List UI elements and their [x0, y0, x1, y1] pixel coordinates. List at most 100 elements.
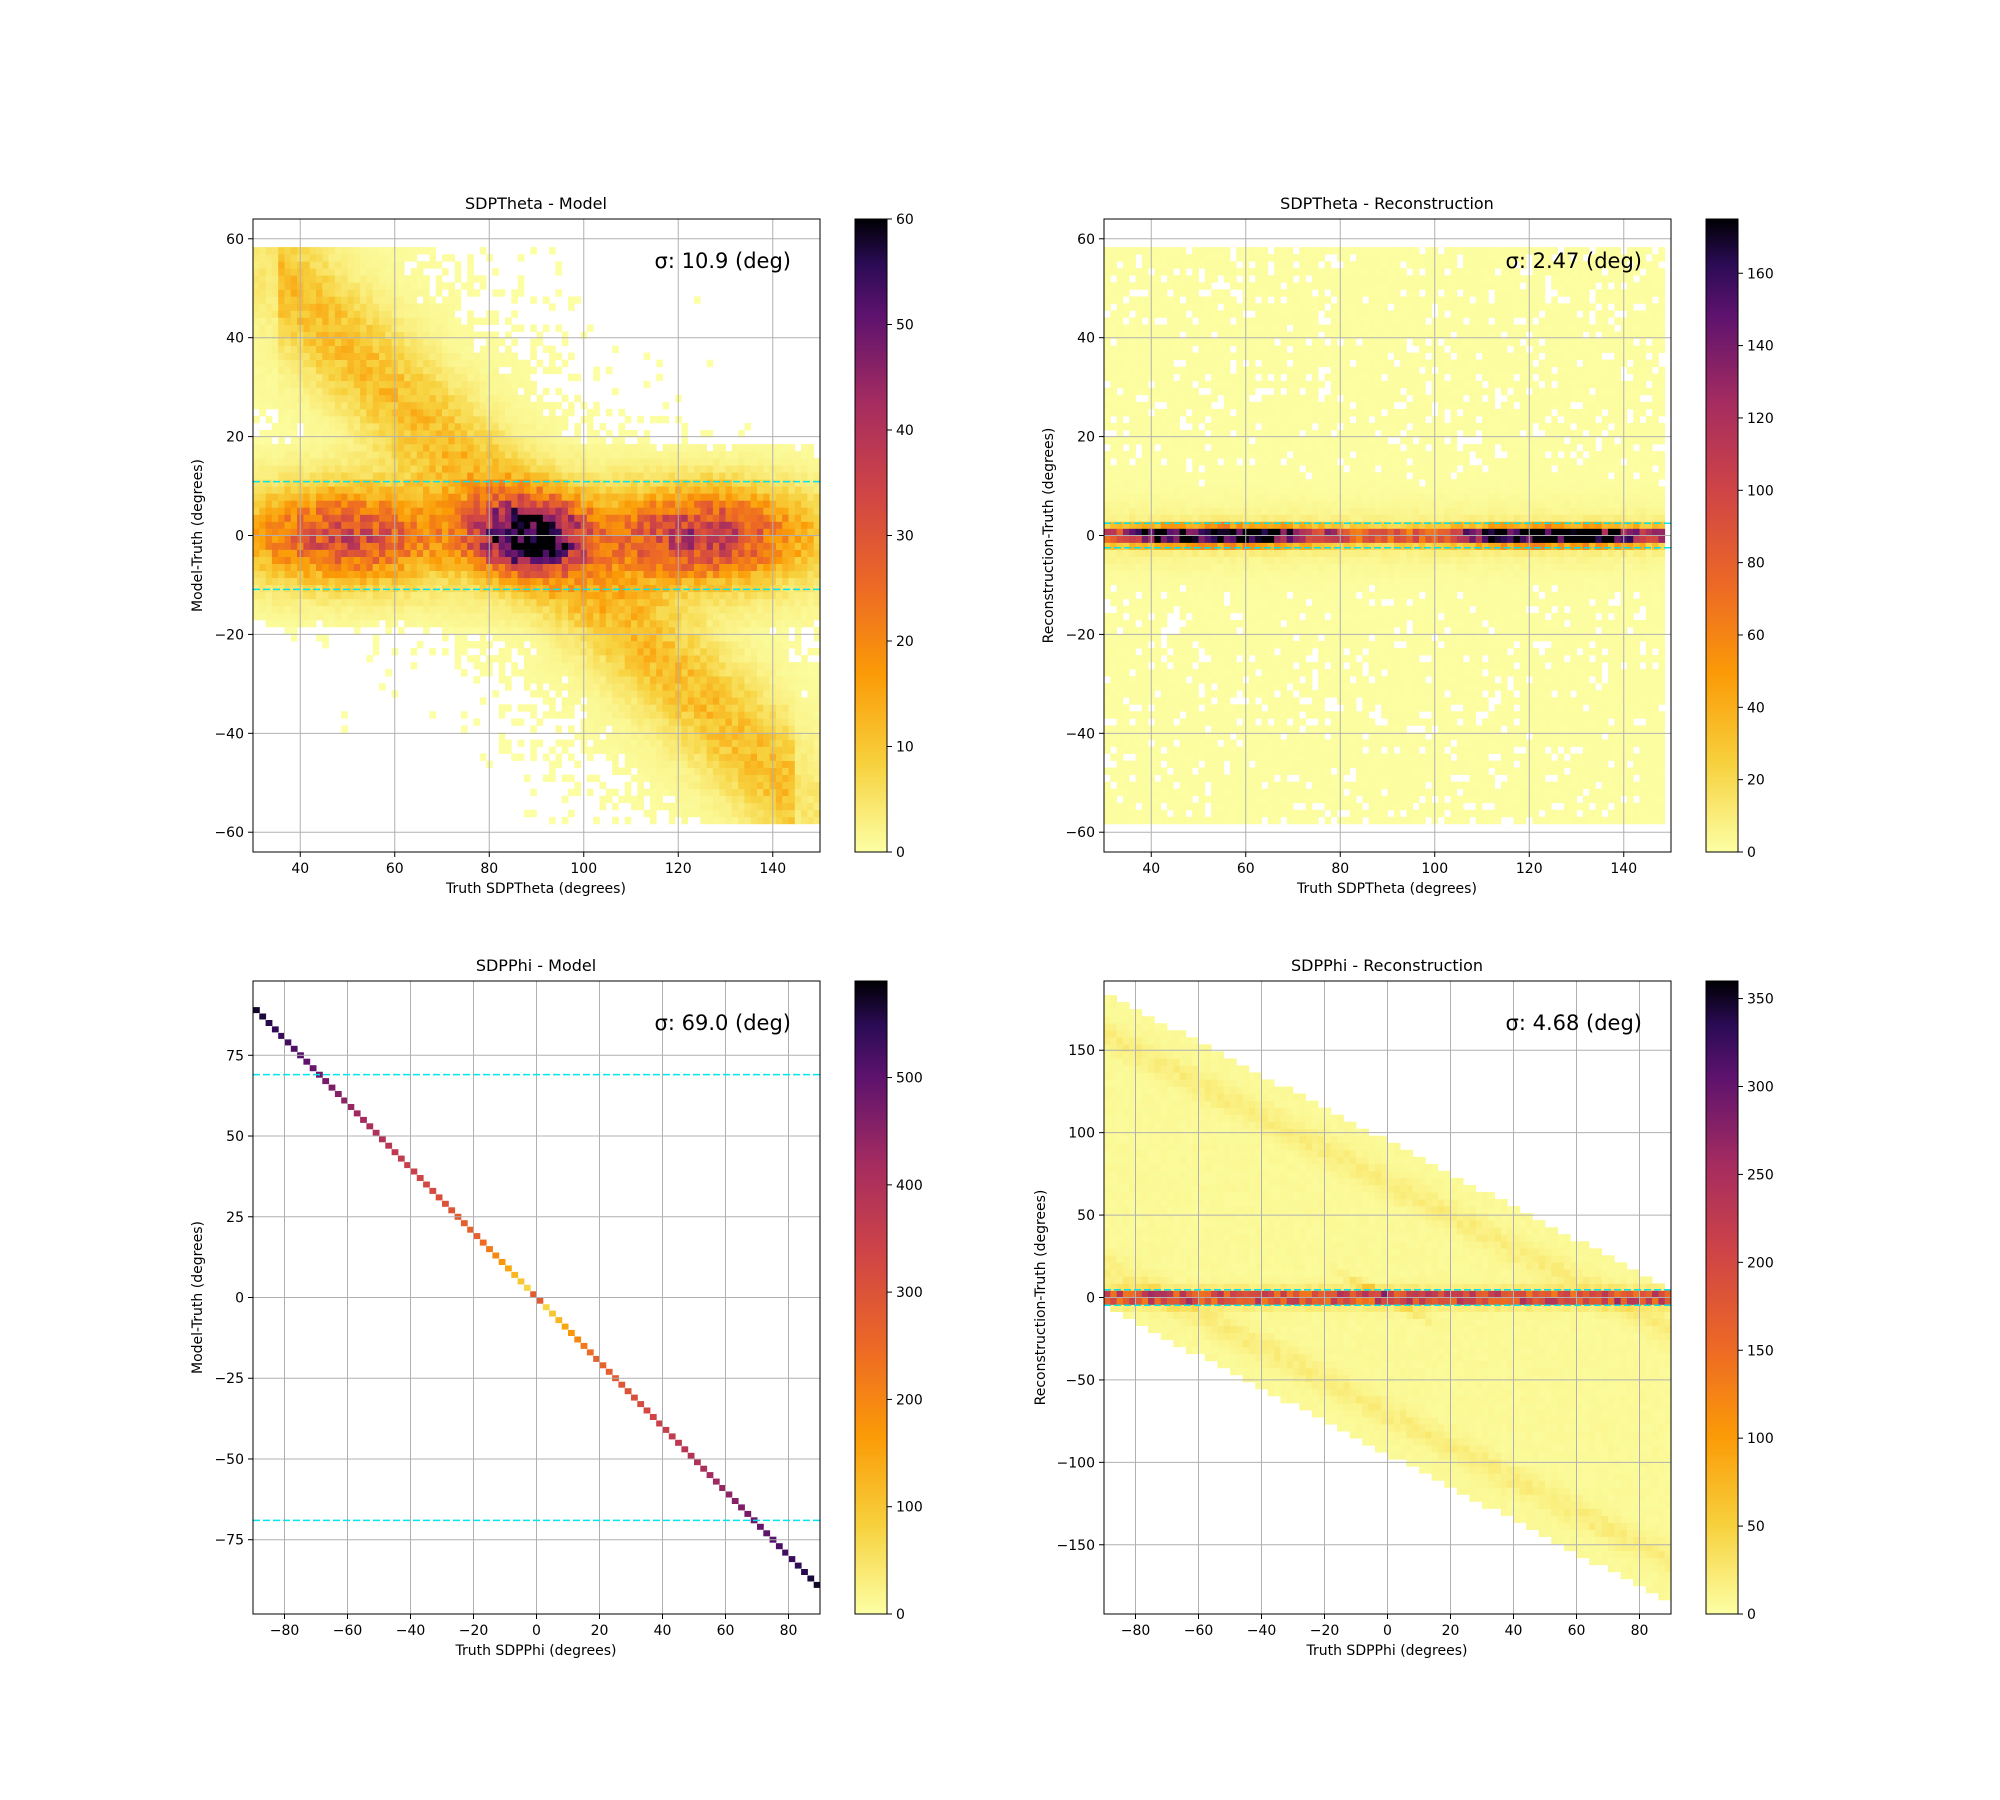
heatmap-cell	[479, 415, 487, 424]
heatmap-cell	[668, 809, 676, 818]
heatmap-cell	[649, 444, 657, 452]
heatmap-cell	[599, 556, 607, 564]
heatmap-cell	[511, 373, 518, 382]
heatmap-cell	[807, 535, 815, 543]
heatmap-cell	[694, 711, 701, 719]
heatmap-cell	[347, 415, 355, 424]
heatmap-cell	[782, 648, 789, 656]
heatmap-cell	[271, 359, 279, 368]
heatmap-cell	[410, 662, 418, 670]
heatmap-cell	[316, 570, 323, 579]
heatmap-cell	[694, 458, 701, 466]
heatmap-cell	[801, 760, 808, 768]
heatmap-cell	[612, 345, 619, 353]
heatmap-cell	[347, 324, 355, 332]
heatmap-cell	[725, 591, 733, 600]
heatmap-cell	[366, 352, 374, 360]
heatmap-cell	[719, 584, 726, 593]
heatmap-cell	[656, 746, 663, 754]
heatmap-cell	[442, 612, 449, 621]
heatmap-cell	[681, 626, 689, 635]
heatmap-cell	[498, 514, 506, 522]
heatmap-cell	[1110, 472, 1117, 480]
heatmap-cell	[253, 465, 260, 473]
heatmap-cell	[706, 760, 714, 768]
heatmap-cell	[473, 275, 481, 283]
heatmap-cell	[643, 641, 651, 649]
heatmap-cell	[322, 605, 329, 614]
heatmap-cell	[593, 584, 600, 593]
heatmap-cell	[712, 690, 720, 698]
heatmap-cell	[303, 317, 311, 325]
heatmap-cell	[668, 521, 676, 529]
heatmap-cell	[416, 556, 424, 564]
heatmap-cell	[530, 570, 537, 579]
heatmap-cell	[738, 542, 745, 550]
heatmap-cell	[700, 570, 707, 579]
heatmap-cell	[775, 549, 783, 557]
heatmap-cell	[631, 641, 638, 649]
heatmap-cell	[1104, 352, 1111, 360]
heatmap-cell	[782, 584, 789, 593]
heatmap-cell	[316, 444, 323, 452]
heatmap-cell	[353, 514, 361, 522]
heatmap-cell	[681, 634, 689, 642]
heatmap-cell	[341, 514, 348, 522]
heatmap-cell	[656, 542, 663, 550]
heatmap-cell	[366, 408, 374, 417]
heatmap-cell	[479, 507, 487, 515]
heatmap-cell	[542, 563, 550, 571]
heatmap-cell	[397, 247, 405, 255]
heatmap-cell	[605, 634, 613, 642]
heatmap-cell	[360, 261, 367, 269]
heatmap-cell	[637, 549, 644, 557]
heatmap-cell	[744, 648, 752, 656]
heatmap-cell	[410, 465, 418, 473]
heatmap-cell	[574, 577, 581, 586]
heatmap-cell	[775, 598, 783, 607]
heatmap-cell	[353, 261, 361, 269]
heatmap-cell	[618, 732, 626, 740]
heatmap-cell	[492, 268, 500, 276]
heatmap-cell	[631, 521, 638, 529]
heatmap-cell	[530, 598, 537, 607]
heatmap-cell	[750, 521, 758, 529]
heatmap-cell	[492, 619, 500, 628]
heatmap-cell	[523, 408, 531, 417]
heatmap-cell	[328, 296, 336, 304]
heatmap-cell	[253, 472, 260, 480]
heatmap-cell	[656, 690, 663, 698]
heatmap-cell	[473, 507, 481, 515]
heatmap-cell	[347, 331, 355, 339]
heatmap-cell	[372, 472, 380, 480]
heatmap-cell	[536, 528, 544, 536]
heatmap-cell	[511, 612, 518, 621]
heatmap-cell	[555, 500, 563, 508]
heatmap-cell	[668, 802, 676, 811]
heatmap-cell	[423, 338, 430, 346]
heatmap-cell	[744, 619, 752, 628]
heatmap-cell	[656, 605, 663, 614]
heatmap-cell	[700, 802, 707, 811]
heatmap-cell	[725, 676, 733, 684]
heatmap-cell	[505, 605, 512, 614]
heatmap-cell	[278, 514, 285, 522]
heatmap-cell	[725, 605, 733, 614]
heatmap-cell	[347, 387, 355, 396]
heatmap-cell	[429, 549, 437, 557]
heatmap-cell	[612, 634, 619, 642]
heatmap-cell	[574, 760, 581, 768]
heatmap-cell	[788, 732, 796, 740]
heatmap-cell	[662, 598, 670, 607]
heatmap-cell	[637, 619, 644, 628]
heatmap-cell	[631, 704, 638, 712]
heatmap-cell	[656, 528, 663, 536]
heatmap-cell	[618, 619, 626, 628]
heatmap-cell	[593, 641, 600, 649]
heatmap-cell	[788, 612, 796, 621]
heatmap-cell	[479, 535, 487, 543]
heatmap-cell	[549, 345, 556, 353]
heatmap-cell	[341, 612, 348, 621]
heatmap-cell	[360, 275, 367, 283]
heatmap-cell	[328, 366, 336, 375]
